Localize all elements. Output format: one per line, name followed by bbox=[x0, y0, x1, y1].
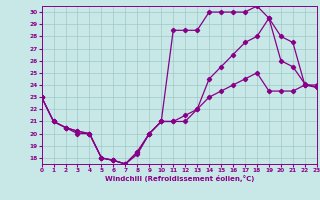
X-axis label: Windchill (Refroidissement éolien,°C): Windchill (Refroidissement éolien,°C) bbox=[105, 175, 254, 182]
